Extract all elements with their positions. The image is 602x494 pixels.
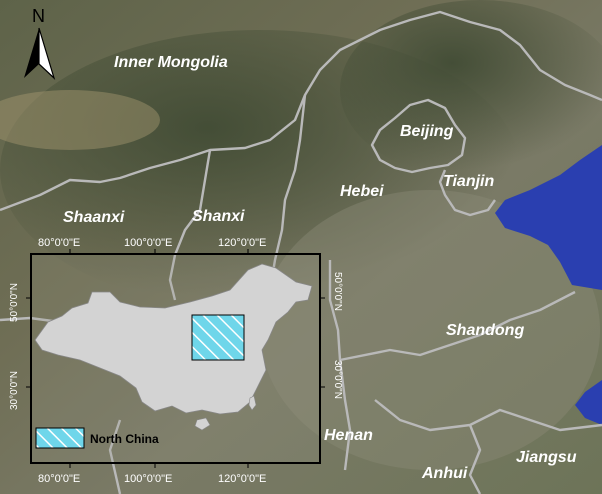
inset-map-frame xyxy=(30,253,321,464)
province-boundaries xyxy=(0,10,602,494)
region-label-inner-mongolia: Inner Mongolia xyxy=(114,54,228,71)
inset-left-tick-label: 50°0'0"N xyxy=(9,283,20,322)
region-label-beijing: Beijing xyxy=(400,123,454,140)
inset-bottom-tick-label: 100°0'0"E xyxy=(124,473,172,485)
inset-bottom-tick-label: 80°0'0"E xyxy=(38,473,80,485)
inset-left-tick-label: 30°0'0"N xyxy=(9,371,20,410)
north-china-study-area xyxy=(191,314,245,361)
north-arrow-right-half xyxy=(38,27,56,80)
region-label-shaanxi: Shaanxi xyxy=(63,209,125,226)
region-label-shanxi: Shanxi xyxy=(192,208,245,225)
china-outline xyxy=(34,263,313,415)
legend-swatch xyxy=(35,427,85,449)
hainan-island xyxy=(194,417,211,431)
north-arrow-icon: N xyxy=(24,6,56,80)
inset-bottom-tick-label: 120°0'0"E xyxy=(218,473,266,485)
north-arrow-left-half xyxy=(24,28,39,78)
region-label-shandong: Shandong xyxy=(446,322,524,339)
yellow-sea xyxy=(575,380,602,425)
region-label-tianjin: Tianjin xyxy=(443,173,494,190)
region-label-henan: Henan xyxy=(324,427,373,444)
region-label-anhui: Anhui xyxy=(421,465,468,482)
taiwan-island xyxy=(248,395,257,411)
region-labels: Inner Mongolia Beijing Tianjin Hebei Sha… xyxy=(63,54,577,482)
region-label-hebei: Hebei xyxy=(340,183,384,200)
inset-right-tick-label: 50°0'0"N xyxy=(332,272,343,311)
bohai-sea xyxy=(495,145,602,290)
region-label-jiangsu: Jiangsu xyxy=(516,449,577,466)
mountain-shading xyxy=(340,0,602,180)
legend-label: North China xyxy=(90,432,159,446)
inset-right-tick-label: 30°0'0"N xyxy=(332,360,343,399)
inset-top-tick-label: 80°0'0"E xyxy=(38,237,80,249)
north-arrow-letter: N xyxy=(32,6,45,26)
inset-tick-marks xyxy=(26,249,325,468)
inset-top-tick-label: 100°0'0"E xyxy=(124,237,172,249)
desert-area xyxy=(0,90,160,150)
inset-top-tick-label: 120°0'0"E xyxy=(218,237,266,249)
inset-map: North China 80°0'0"E 100°0'0"E 120°0'0"E… xyxy=(9,237,343,485)
